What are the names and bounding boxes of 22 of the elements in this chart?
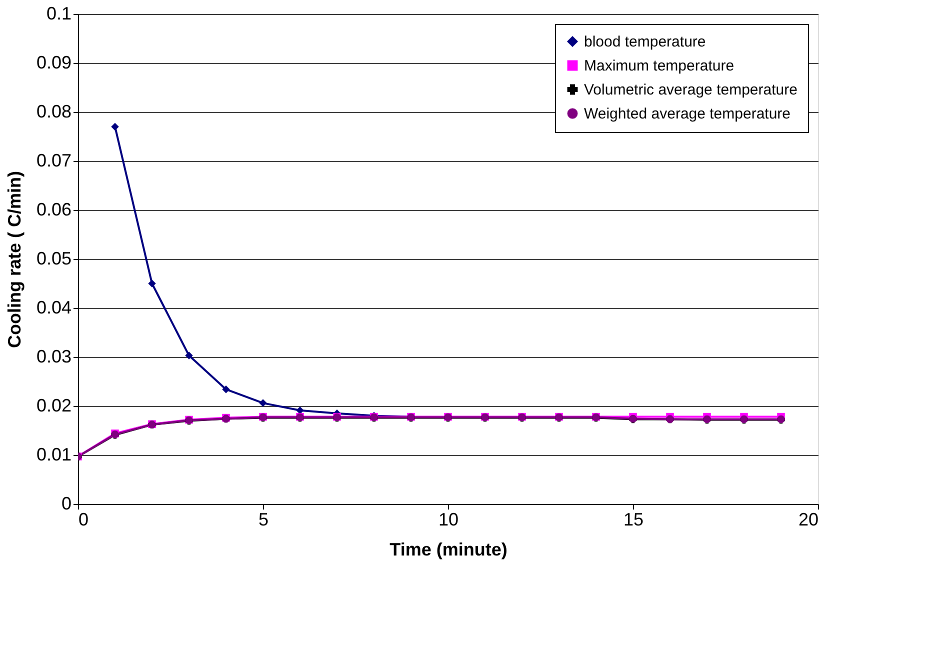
legend-label: Weighted average temperature: [584, 106, 791, 122]
y-tick-label: 0.01: [36, 444, 72, 464]
x-tick-label: 0: [78, 510, 89, 530]
y-tick-label: 0: [61, 494, 72, 514]
x-tick-label: 20: [798, 510, 818, 530]
y-tick-label: 0.05: [36, 248, 72, 268]
x-tick-label: 10: [438, 510, 459, 530]
y-tick-label: 0.02: [36, 396, 72, 416]
legend-label: blood temperature: [584, 34, 706, 50]
y-tick-label: 0.03: [36, 346, 72, 366]
y-tick-label: 0.04: [36, 298, 72, 318]
x-axis-title: Time (minute): [390, 540, 508, 560]
y-tick-label: 0.09: [36, 52, 72, 72]
y-tick-label: 0.06: [36, 200, 72, 220]
legend-label: Maximum temperature: [584, 58, 734, 74]
y-tick-label: 0.08: [36, 102, 72, 122]
y-tick-label: 0.1: [46, 4, 72, 24]
y-axis-title: Cooling rate ( C/min): [4, 171, 24, 348]
y-tick-label: 0.07: [36, 150, 72, 170]
x-tick-label: 15: [623, 510, 644, 530]
legend-label: Volumetric average temperature: [584, 82, 798, 98]
x-tick-label: 5: [258, 510, 269, 530]
